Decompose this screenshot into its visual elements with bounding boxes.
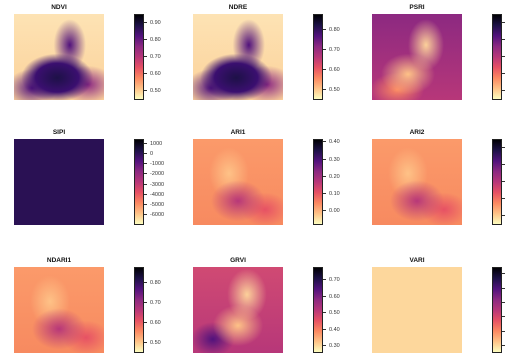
colorbar-tick-label: 0.60: [323, 67, 340, 73]
colorbar-tick-label: 0.70: [144, 54, 161, 60]
panel-grvi: GRVI 0.70 0.60 0.50 0.40 0.30: [193, 257, 343, 357]
panel-ari1: ARI1 0.40 0.30 0.20 0.10 0.00: [193, 129, 343, 229]
panel-vari: VARI543210: [372, 257, 505, 357]
colorbar: [313, 267, 323, 353]
colorbar-tick-label: -6000: [144, 212, 164, 218]
heatmap-image: [372, 139, 462, 225]
heatmap-image: [372, 267, 462, 353]
colorbar-tick-label: 0.50: [323, 87, 340, 93]
panel-title: SIPI: [52, 129, 66, 136]
colorbar-tick-label: -3000: [144, 182, 164, 188]
panel-title: VARI: [409, 257, 425, 264]
colorbar-tick-label: 0.60: [323, 294, 340, 300]
colorbar-tick-label: -2000: [144, 171, 164, 177]
colorbar-tick-label: -1000: [144, 161, 164, 167]
panel-psri: PSRI: [372, 4, 505, 104]
panel-title: NDARI1: [46, 257, 72, 264]
colorbar-tick-label: 0.80: [144, 280, 161, 286]
colorbar-tick-label: 1000: [144, 141, 162, 147]
colorbar-tick-label: 0.20: [323, 174, 340, 180]
colorbar: [492, 267, 502, 353]
colorbar-tick-label: 0.90: [144, 20, 161, 26]
colorbar-tick-label: 0.30: [323, 157, 340, 163]
panel-title: NDRE: [228, 4, 248, 11]
colorbar: [313, 14, 323, 100]
heatmap-image: [372, 14, 462, 100]
colorbar-tick-label: 0.50: [323, 310, 340, 316]
colorbar-tick-label: 0.60: [144, 71, 161, 77]
heatmap-image: [193, 14, 283, 100]
panel-sipi: SIPI 1000 0 -1000 -2000 -3000 -4000 -5000 -6000: [14, 129, 164, 229]
panel-title: PSRI: [409, 4, 425, 11]
panel-title: ARI2: [409, 129, 425, 136]
colorbar-tick-label: 0.50: [144, 340, 161, 346]
colorbar-tick-label: 0.60: [144, 320, 161, 326]
colorbar-tick-label: 0: [144, 151, 153, 157]
panel-ndari1: NDARI1 0.80 0.70 0.60 0.50: [14, 257, 164, 357]
heatmap-image: [14, 14, 104, 100]
panel-ndvi: NDVI 0.90 0.80 0.70 0.60 0.50: [14, 4, 164, 104]
colorbar: [134, 14, 144, 100]
colorbar-tick-label: 0.00: [323, 208, 340, 214]
colorbar: [134, 139, 144, 225]
colorbar: [134, 267, 144, 353]
colorbar-tick-label: 0.40: [323, 139, 340, 145]
heatmap-image: [193, 139, 283, 225]
colorbar-tick-label: 0.80: [323, 27, 340, 33]
colorbar-tick-label: 0.70: [323, 277, 340, 283]
colorbar-tick-label: 0.10: [323, 191, 340, 197]
colorbar-tick-label: -4000: [144, 192, 164, 198]
panel-title: ARI1: [230, 129, 246, 136]
panel-ari2: ARI2: [372, 129, 505, 229]
colorbar-tick-label: 0.70: [144, 300, 161, 306]
colorbar-tick-label: 0.40: [323, 327, 340, 333]
colorbar-tick-label: -5000: [144, 202, 164, 208]
heatmap-image: [14, 139, 104, 225]
colorbar-tick-label: 0.30: [323, 343, 340, 349]
panel-title: GRVI: [230, 257, 246, 264]
colorbar: [492, 139, 502, 225]
panel-title: NDVI: [51, 4, 67, 11]
colorbar-tick-label: 0.70: [323, 47, 340, 53]
colorbar: [492, 14, 502, 100]
colorbar: [313, 139, 323, 225]
colorbar-tick-label: 0.80: [144, 37, 161, 43]
colorbar-tick-label: 0.50: [144, 88, 161, 94]
heatmap-image: [14, 267, 104, 353]
panel-ndre: NDRE 0.80 0.70 0.60 0.50: [193, 4, 343, 104]
heatmap-image: [193, 267, 283, 353]
